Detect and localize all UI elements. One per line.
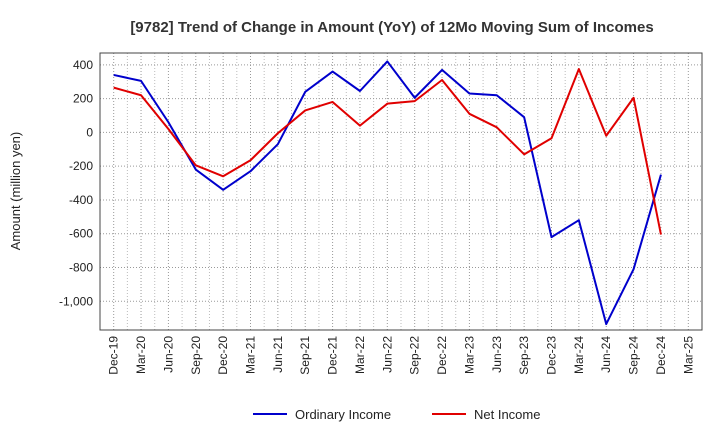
x-tick-label: Mar-24 [572, 336, 586, 374]
legend: Ordinary Income Net Income [253, 407, 540, 422]
x-tick-label: Mar-25 [681, 336, 695, 374]
chart-title: [9782] Trend of Change in Amount (YoY) o… [130, 19, 653, 36]
x-tick-label: Dec-22 [435, 336, 449, 375]
x-tick-label: Mar-23 [462, 336, 476, 374]
x-tick-label: Jun-20 [161, 336, 175, 373]
x-tick-label: Jun-22 [380, 336, 394, 373]
x-tick-label: Mar-22 [353, 336, 367, 374]
grid-layer [99, 53, 703, 330]
x-tick-label: Dec-20 [216, 336, 230, 375]
x-tick-label: Jun-24 [599, 336, 613, 373]
y-tick-label: -800 [69, 261, 93, 275]
x-tick-label: Dec-23 [545, 336, 559, 375]
y-axis-label: Amount (million yen) [8, 132, 23, 251]
x-tick-label: Dec-21 [326, 336, 340, 375]
x-tick-label: Sep-23 [517, 336, 531, 375]
y-tick-label: -200 [69, 159, 93, 173]
y-tick-label: 0 [86, 125, 93, 139]
x-tick-label: Dec-19 [107, 336, 121, 375]
x-tick-label: Sep-21 [298, 336, 312, 375]
y-tick-label: -1,000 [59, 294, 93, 308]
y-tick-label: 200 [73, 92, 93, 106]
x-tick-label: Mar-20 [134, 336, 148, 374]
x-tick-label: Sep-24 [627, 336, 641, 375]
y-tick-label: -600 [69, 227, 93, 241]
y-tick-label: 400 [73, 58, 93, 72]
legend-label: Ordinary Income [295, 407, 391, 422]
y-tick-label: -400 [69, 193, 93, 207]
x-tick-label: Jun-23 [490, 336, 504, 373]
legend-label: Net Income [474, 407, 540, 422]
x-tick-label: Jun-21 [271, 336, 285, 373]
x-tick-label: Sep-22 [408, 336, 422, 375]
x-tick-label: Mar-21 [244, 336, 258, 374]
axis-layer: 400 200 0 -200 -400 -600 -800 -1,000 Dec-19 Mar-2… [59, 52, 703, 375]
series-layer [113, 60, 662, 326]
x-tick-label: Dec-24 [654, 336, 668, 375]
series-line [113, 60, 662, 326]
x-tick-label: Sep-20 [189, 336, 203, 375]
series-line [113, 68, 662, 235]
plot-frame [99, 52, 703, 331]
